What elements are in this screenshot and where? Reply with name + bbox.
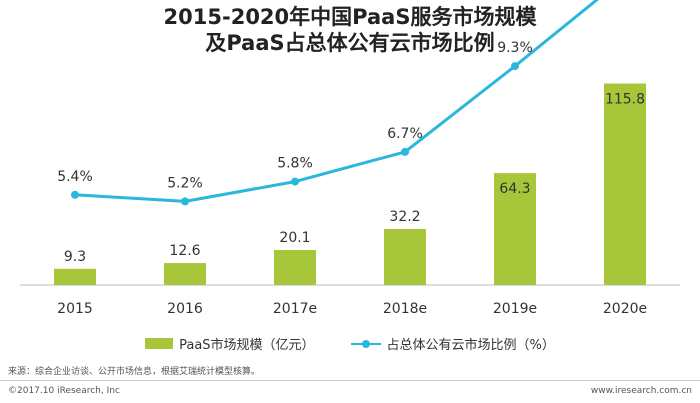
chart-title: 2015-2020年中国PaaS服务市场规模 [163,5,537,29]
legend-item-line: 占总体公有云市场比例（%） [350,334,555,353]
legend-label-line: 占总体公有云市场比例（%） [386,338,555,353]
bar-value-label: 115.8 [605,92,645,108]
share-value-label: 5.2% [167,175,203,191]
share-value-label: 5.4% [57,169,93,185]
bar-value-label: 32.2 [389,209,420,225]
bar-value-label: 20.1 [279,230,310,246]
bar-2020e [604,83,646,286]
bar-2018e [384,228,426,285]
website-text: www.iresearch.com.cn [590,386,692,396]
bar-2019e [494,173,536,285]
x-tick-label: 2018e [383,301,427,317]
legend-label-bar: PaaS市场规模（亿元） [179,338,315,353]
share-value-label: 6.7% [387,126,423,142]
x-tick-label: 2015 [57,301,93,317]
x-tick-label: 2020e [603,301,647,317]
bar-value-label: 12.6 [169,243,200,259]
bar-2016 [164,263,206,285]
legend-swatch-bar [145,338,174,349]
share-line [73,0,599,203]
share-point-2019e [511,62,519,71]
share-point-2016 [181,197,189,206]
share-point-2015 [71,190,79,199]
bar-value-label: 9.3 [64,249,86,265]
x-tick-label: 2019e [493,301,537,317]
x-tick-label: 2016 [167,301,203,317]
share-value-label: 9.3% [497,40,533,56]
share-value-label: 5.8% [277,156,313,172]
legend-swatch-line [350,338,381,349]
footer-divider [0,380,700,381]
chart-canvas: 9.3 2015 12.6 2016 20.1 2017e 32.2 2018e 64.3 201… [20,0,680,317]
source-note: 来源：综合企业访谈、公开市场信息，根据艾瑞统计模型核算。 [8,367,261,377]
bar-2017e [274,250,316,285]
share-point-2017e [291,177,299,186]
copyright-text: ©2017.10 iResearch, Inc [8,386,120,396]
x-tick-label: 2017e [273,301,317,317]
chart-subtitle: 及PaaS占总体公有云市场比例 [205,31,495,55]
legend-item-bar: PaaS市场规模（亿元） [145,334,315,353]
bar-2015 [54,268,96,285]
chart-legend: PaaS市场规模（亿元） 占总体公有云市场比例（%） [0,334,700,353]
bar-value-label: 64.3 [499,181,530,197]
share-point-2018e [401,147,409,156]
